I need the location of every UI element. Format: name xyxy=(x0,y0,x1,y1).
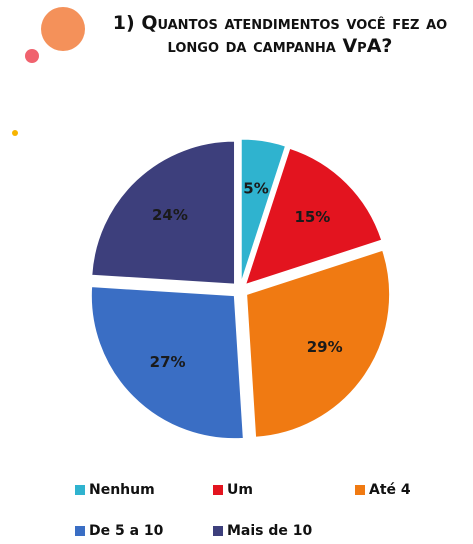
pie-slice xyxy=(91,140,236,285)
legend-label: Um xyxy=(227,482,253,498)
decor-dot xyxy=(25,49,39,63)
legend-label: Até 4 xyxy=(369,482,411,498)
pie-slice xyxy=(90,286,244,440)
legend-label: Mais de 10 xyxy=(227,523,313,539)
chart-title: 1) Quantos atendimentos você fez ao long… xyxy=(112,12,448,57)
data-label: 15% xyxy=(294,208,330,226)
legend-swatch xyxy=(75,485,85,495)
legend-swatch xyxy=(213,526,223,536)
legend-label: Nenhum xyxy=(89,482,155,498)
pie-slice xyxy=(246,249,391,438)
data-label: 29% xyxy=(307,338,343,356)
data-label: 5% xyxy=(243,179,268,197)
data-label: 24% xyxy=(152,206,188,224)
pie-slice xyxy=(244,147,383,286)
decor-circle xyxy=(41,7,85,51)
legend-swatch xyxy=(355,485,365,495)
decor-dot xyxy=(12,130,18,136)
data-label: 27% xyxy=(150,353,186,371)
legend-swatch xyxy=(213,485,223,495)
pie-slice xyxy=(240,138,287,283)
legend-label: De 5 a 10 xyxy=(89,523,164,539)
legend-swatch xyxy=(75,526,85,536)
